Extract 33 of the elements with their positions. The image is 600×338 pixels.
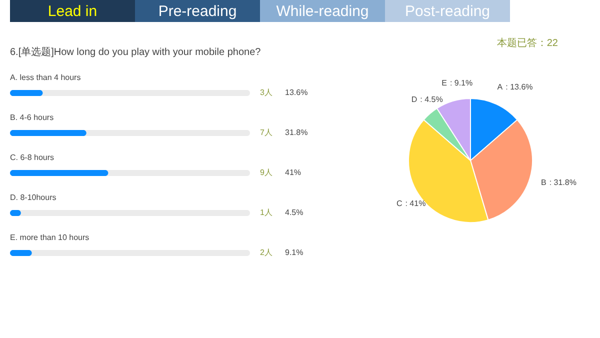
text: 4.5%	[285, 208, 304, 217]
data-label: 9人	[260, 168, 272, 177]
data-label: 1人	[260, 208, 272, 217]
slice-label: A	[497, 82, 504, 92]
slice-label: D	[411, 94, 418, 104]
category-label: C. 6-8 hours	[10, 153, 54, 162]
data-label: : 31.8%	[549, 178, 576, 187]
data-label: : 13.6%	[506, 82, 533, 92]
bar	[10, 90, 43, 96]
slice-label: B	[540, 178, 546, 187]
text: Pre-reading	[158, 3, 237, 20]
data-label: : 41%	[405, 198, 426, 208]
data-label: : 9.1%	[450, 78, 473, 88]
data-label: : 4.5%	[420, 94, 443, 104]
chart-title: 6.[单选题]How long do you play with your mobile phone?	[10, 46, 262, 58]
data-label: 3人	[260, 88, 272, 97]
slice-label: C	[396, 198, 402, 208]
bar	[10, 250, 32, 256]
text: 13.6%	[285, 88, 308, 97]
text: Post-reading	[404, 3, 490, 20]
category-label: D. 8-10hours	[10, 193, 56, 202]
text: While-reading	[276, 3, 369, 20]
text: 本题已答：22	[496, 37, 558, 49]
category-label: A. less than 4 hours	[10, 73, 81, 82]
data-label: 2人	[260, 248, 272, 257]
data-label: 7人	[260, 128, 272, 137]
text: Lead in	[48, 3, 98, 20]
text: 9.1%	[285, 248, 304, 257]
category-label: E. more than 10 hours	[10, 233, 90, 242]
slice-label: E	[442, 78, 447, 88]
category-label: B. 4-6 hours	[10, 113, 54, 122]
text: 41%	[285, 168, 302, 177]
text: 31.8%	[285, 128, 308, 137]
